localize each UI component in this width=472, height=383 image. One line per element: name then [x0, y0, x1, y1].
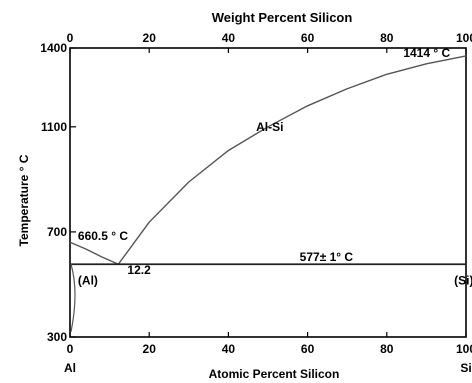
liquidus-al-curve	[69, 241, 119, 265]
x-end-label-al: Al	[64, 361, 76, 375]
y-tick-label: 300	[47, 330, 67, 344]
y-axis-label: Temperature ° C	[17, 154, 31, 246]
x-end-label-si: Si	[460, 361, 471, 375]
annotation-label: 577± 1° C	[300, 250, 354, 264]
y-tick-label: 700	[47, 225, 67, 239]
x-top-tick-label: 100	[456, 31, 472, 45]
annotation-label: (Al)	[78, 273, 98, 287]
x-top-tick-label: 20	[143, 31, 157, 45]
x-bottom-tick-label: 20	[143, 342, 157, 356]
al-solvus-curve	[70, 264, 76, 332]
x-bottom-tick-label: 40	[222, 342, 236, 356]
x-axis-label: Atomic Percent Silicon	[209, 367, 340, 381]
x-bottom-tick-label: 80	[380, 342, 394, 356]
chart-title: Weight Percent Silicon	[212, 10, 353, 25]
x-top-tick-label: 0	[67, 31, 74, 45]
annotation-label: 12.2	[127, 263, 151, 277]
x-bottom-tick-label: 0	[67, 342, 74, 356]
y-tick-label: 1400	[40, 41, 67, 55]
annotation-label: (Si)	[454, 273, 472, 287]
annotation-label: 660.5 ° C	[78, 229, 128, 243]
x-top-tick-label: 60	[301, 31, 315, 45]
x-bottom-tick-label: 60	[301, 342, 315, 356]
annotation-label: 1414 ° C	[403, 46, 450, 60]
x-bottom-tick-label: 100	[456, 342, 472, 356]
y-tick-label: 1100	[41, 120, 67, 134]
liquidus-si-curve	[117, 55, 467, 265]
x-top-tick-label: 40	[222, 31, 236, 45]
annotation-label: Al-Si	[256, 120, 283, 134]
x-top-tick-label: 80	[380, 31, 394, 45]
plot-frame	[69, 47, 467, 338]
